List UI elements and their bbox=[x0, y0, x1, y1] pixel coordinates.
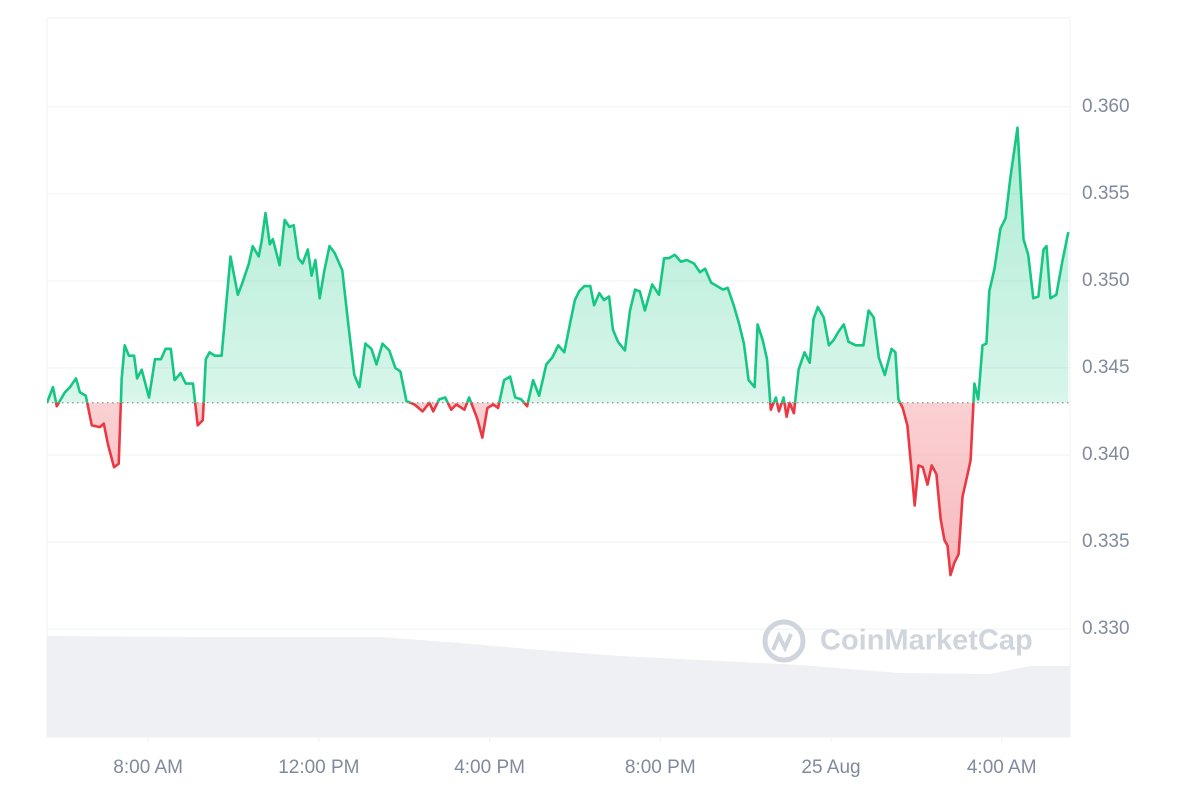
x-tick-label: 4:00 AM bbox=[967, 757, 1037, 778]
y-tick-label: 0.350 bbox=[1082, 270, 1130, 291]
x-tick-label: 12:00 PM bbox=[278, 757, 359, 778]
price-line-up bbox=[47, 126, 1070, 403]
volume-area bbox=[47, 636, 1070, 737]
y-tick-label: 0.355 bbox=[1082, 183, 1130, 204]
area-up bbox=[47, 127, 1069, 403]
price-line-down bbox=[47, 402, 975, 577]
y-tick-label: 0.360 bbox=[1082, 96, 1130, 117]
y-tick-label: 0.345 bbox=[1082, 357, 1130, 378]
y-tick-label: 0.335 bbox=[1082, 531, 1130, 552]
plot bbox=[47, 126, 1070, 577]
y-tick-label: 0.330 bbox=[1082, 618, 1130, 639]
x-tick-label: 8:00 PM bbox=[625, 757, 696, 778]
x-tick-label: 8:00 AM bbox=[113, 757, 183, 778]
watermark: CoinMarketCap bbox=[762, 619, 1033, 663]
watermark-text: CoinMarketCap bbox=[820, 625, 1033, 657]
x-tick-label: 25 Aug bbox=[801, 757, 860, 778]
x-tick-label: 4:00 PM bbox=[454, 757, 525, 778]
y-tick-label: 0.340 bbox=[1082, 444, 1130, 465]
